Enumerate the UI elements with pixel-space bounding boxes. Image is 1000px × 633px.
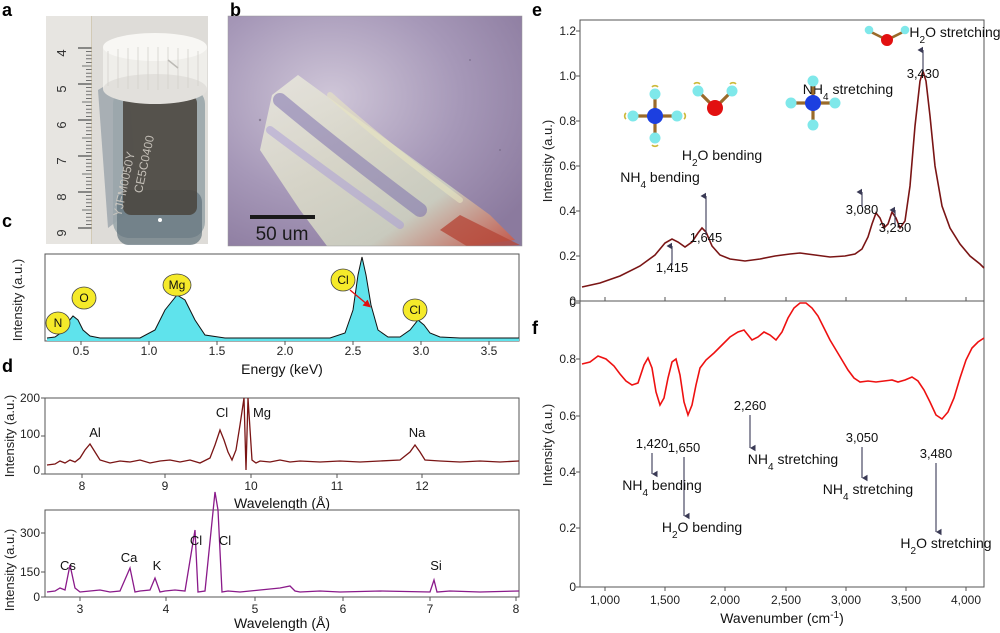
svg-text:1,650: 1,650 bbox=[668, 440, 701, 455]
svg-text:0.2: 0.2 bbox=[559, 521, 576, 535]
svg-text:3.0: 3.0 bbox=[413, 344, 430, 358]
svg-text:0.6: 0.6 bbox=[559, 409, 576, 423]
svg-text:7: 7 bbox=[427, 602, 434, 616]
svg-text:4,000: 4,000 bbox=[951, 593, 981, 607]
svg-text:Intensity (a.u.): Intensity (a.u.) bbox=[10, 259, 25, 341]
svg-text:Ca: Ca bbox=[121, 550, 138, 565]
svg-text:Wavelength (Å): Wavelength (Å) bbox=[234, 615, 330, 631]
svg-text:Cs: Cs bbox=[60, 558, 76, 573]
svg-text:300: 300 bbox=[20, 526, 40, 540]
svg-text:11: 11 bbox=[331, 479, 344, 493]
svg-text:1.0: 1.0 bbox=[141, 344, 158, 358]
svg-text:6: 6 bbox=[340, 602, 347, 616]
svg-text:Wavenumber (cm-1): Wavenumber (cm-1) bbox=[720, 610, 844, 627]
svg-text:4: 4 bbox=[54, 49, 69, 56]
svg-text:0.2: 0.2 bbox=[559, 249, 576, 263]
svg-text:10: 10 bbox=[244, 479, 258, 493]
svg-text:12: 12 bbox=[415, 479, 429, 493]
svg-text:0.5: 0.5 bbox=[73, 344, 90, 358]
svg-text:5: 5 bbox=[54, 85, 69, 92]
svg-text:200: 200 bbox=[20, 391, 40, 405]
svg-text:K: K bbox=[153, 558, 162, 573]
svg-text:3,500: 3,500 bbox=[891, 593, 921, 607]
svg-text:Na: Na bbox=[409, 425, 426, 440]
svg-text:6: 6 bbox=[54, 121, 69, 128]
svg-text:2,000: 2,000 bbox=[710, 593, 740, 607]
svg-text:50 um: 50 um bbox=[256, 224, 309, 245]
svg-text:Al: Al bbox=[89, 425, 101, 440]
svg-text:3.5: 3.5 bbox=[481, 344, 498, 358]
svg-text:1.2: 1.2 bbox=[559, 24, 576, 38]
svg-text:Cl: Cl bbox=[216, 405, 228, 420]
svg-text:Mg: Mg bbox=[169, 278, 186, 292]
svg-text:O: O bbox=[79, 291, 88, 305]
svg-text:1,500: 1,500 bbox=[650, 593, 680, 607]
svg-text:0.4: 0.4 bbox=[559, 204, 576, 218]
svg-text:Intensity (a.u.): Intensity (a.u.) bbox=[2, 529, 17, 611]
svg-text:0.4: 0.4 bbox=[559, 465, 576, 479]
svg-text:Cl: Cl bbox=[337, 273, 348, 287]
svg-text:2,260: 2,260 bbox=[734, 398, 767, 413]
svg-text:1.5: 1.5 bbox=[209, 344, 226, 358]
svg-text:Cl: Cl bbox=[190, 533, 202, 548]
svg-text:8: 8 bbox=[513, 602, 520, 616]
svg-text:9: 9 bbox=[162, 479, 169, 493]
svg-text:0.8: 0.8 bbox=[559, 114, 576, 128]
svg-text:2,500: 2,500 bbox=[771, 593, 801, 607]
svg-text:Intensity (a.u.): Intensity (a.u.) bbox=[2, 395, 17, 477]
svg-text:Intensity (a.u.): Intensity (a.u.) bbox=[540, 404, 555, 486]
svg-text:5: 5 bbox=[252, 602, 259, 616]
svg-text:0: 0 bbox=[569, 580, 576, 594]
svg-text:0: 0 bbox=[569, 296, 576, 310]
svg-text:N: N bbox=[54, 316, 63, 330]
svg-text:3,000: 3,000 bbox=[831, 593, 861, 607]
svg-text:Cl: Cl bbox=[219, 533, 231, 548]
svg-text:Mg: Mg bbox=[253, 405, 271, 420]
svg-text:Intensity (a.u.): Intensity (a.u.) bbox=[540, 120, 555, 202]
svg-text:1,000: 1,000 bbox=[590, 593, 620, 607]
svg-text:2.5: 2.5 bbox=[345, 344, 362, 358]
svg-text:0: 0 bbox=[33, 463, 40, 477]
svg-text:0.6: 0.6 bbox=[559, 159, 576, 173]
svg-text:0: 0 bbox=[33, 590, 40, 604]
svg-text:Energy (keV): Energy (keV) bbox=[241, 361, 323, 377]
svg-text:2.0: 2.0 bbox=[277, 344, 294, 358]
svg-text:8: 8 bbox=[54, 193, 69, 200]
svg-text:7: 7 bbox=[54, 157, 69, 164]
svg-text:1,420: 1,420 bbox=[636, 436, 669, 451]
svg-text:3,050: 3,050 bbox=[846, 430, 879, 445]
svg-text:0.8: 0.8 bbox=[559, 352, 576, 366]
svg-text:4: 4 bbox=[163, 602, 170, 616]
svg-text:Si: Si bbox=[430, 558, 442, 573]
svg-text:100: 100 bbox=[20, 427, 40, 441]
svg-text:Wavelength (Å): Wavelength (Å) bbox=[234, 495, 330, 511]
svg-text:150: 150 bbox=[20, 565, 40, 579]
svg-text:9: 9 bbox=[54, 229, 69, 236]
svg-text:Cl: Cl bbox=[409, 303, 420, 317]
svg-text:8: 8 bbox=[79, 479, 86, 493]
svg-text:3: 3 bbox=[77, 602, 84, 616]
svg-text:3,480: 3,480 bbox=[920, 446, 953, 461]
svg-text:1.0: 1.0 bbox=[559, 69, 576, 83]
